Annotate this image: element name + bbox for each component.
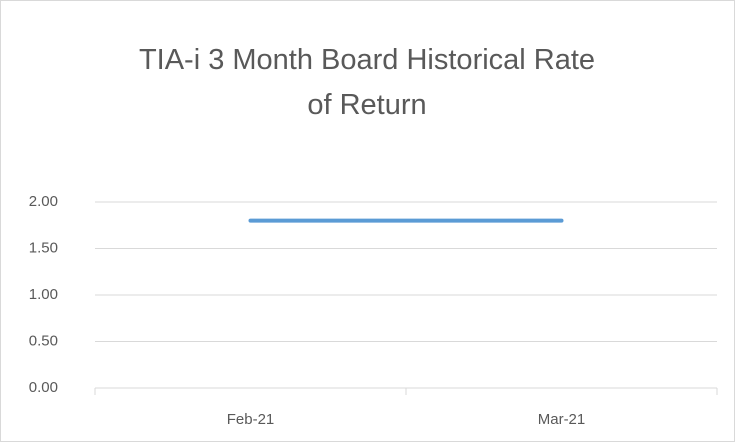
y-tick-label: 1.00 [29, 286, 58, 303]
chart-title: TIA-i 3 Month Board Historical Rate of R… [138, 44, 596, 121]
y-tick-label: 2.00 [29, 193, 58, 210]
x-tick-label: Feb-21 [227, 411, 275, 428]
y-tick-label: 0.50 [29, 332, 58, 349]
x-tick-label: Mar-21 [538, 411, 586, 428]
y-tick-label: 1.50 [29, 239, 58, 256]
y-tick-label: 0.00 [29, 379, 58, 396]
